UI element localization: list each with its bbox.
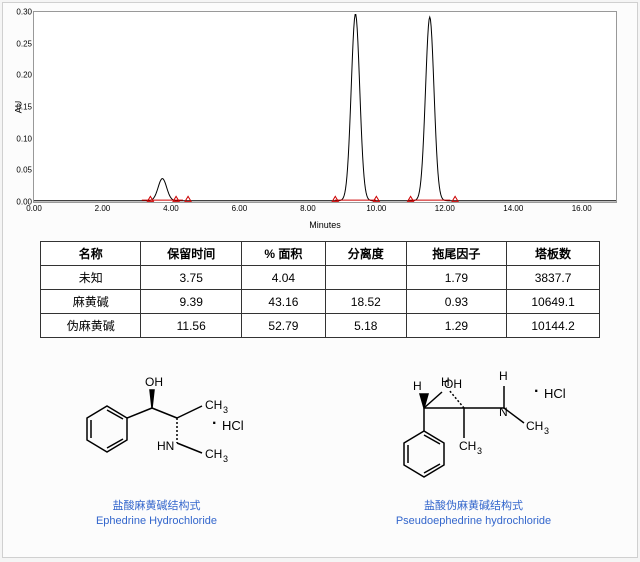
x-tick: 14.00 (503, 202, 523, 213)
svg-text:3: 3 (477, 446, 482, 456)
x-tick: 2.00 (95, 202, 111, 213)
structure-right-label: 盐酸伪麻黄碱结构式 Pseudoephedrine hydrochloride (364, 499, 584, 530)
table-header: 拖尾因子 (406, 242, 506, 266)
svg-text:CH: CH (526, 419, 543, 433)
table-cell: 0.93 (406, 290, 506, 314)
svg-text:·: · (212, 415, 217, 432)
chromatogram-svg (34, 12, 616, 202)
y-tick: 0.20 (16, 71, 34, 80)
table-cell: 4.04 (241, 266, 325, 290)
table-cell: 52.79 (241, 314, 325, 338)
table-cell: 3837.7 (507, 266, 600, 290)
svg-text:N: N (499, 405, 508, 419)
table-cell: 9.39 (141, 290, 241, 314)
table-cell: 3.75 (141, 266, 241, 290)
svg-text:HCl: HCl (544, 386, 566, 401)
svg-text:H: H (413, 379, 422, 393)
svg-text:H: H (499, 369, 508, 383)
pseudoephedrine-structure: H OH H CH3 H N CH3 · HCl (364, 358, 584, 488)
structure-right: H OH H CH3 H N CH3 · HCl 盐酸伪麻黄碱结构式 Pseud… (364, 358, 584, 530)
table-cell: 43.16 (241, 290, 325, 314)
svg-text:3: 3 (223, 454, 228, 464)
chromatogram-chart: AU Minutes 0.000.050.100.150.200.250.300… (33, 11, 617, 203)
svg-text:OH: OH (145, 375, 163, 389)
table-cell: 未知 (41, 266, 141, 290)
report-panel: AU Minutes 0.000.050.100.150.200.250.300… (2, 2, 638, 558)
x-tick: 4.00 (163, 202, 179, 213)
table-header: 名称 (41, 242, 141, 266)
results-table: 名称保留时间% 面积分离度拖尾因子塔板数 未知3.754.04 1.793837.… (40, 241, 600, 338)
structure-left-label: 盐酸麻黄碱结构式 Ephedrine Hydrochloride (57, 499, 257, 530)
table-cell: 1.79 (406, 266, 506, 290)
table-row: 麻黄碱9.3943.1618.520.9310649.1 (41, 290, 600, 314)
x-tick: 10.00 (366, 202, 386, 213)
y-tick: 0.10 (16, 134, 34, 143)
ephedrine-structure: OH CH3 HN CH3 · HCl (57, 358, 257, 488)
table-header: 保留时间 (141, 242, 241, 266)
svg-text:H: H (441, 375, 450, 389)
table-cell: 11.56 (141, 314, 241, 338)
table-cell: 麻黄碱 (41, 290, 141, 314)
structure-left: OH CH3 HN CH3 · HCl 盐酸麻黄碱结构式 Ephedrine H… (57, 358, 257, 530)
y-tick: 0.30 (16, 8, 34, 17)
x-tick: 12.00 (435, 202, 455, 213)
svg-text:·: · (534, 383, 539, 400)
table-row: 伪麻黄碱11.5652.795.181.2910144.2 (41, 314, 600, 338)
svg-text:3: 3 (223, 405, 228, 415)
table-cell: 18.52 (325, 290, 406, 314)
svg-text:CH: CH (459, 439, 476, 453)
svg-text:3: 3 (544, 426, 549, 436)
table-header: 塔板数 (507, 242, 600, 266)
table-row: 未知3.754.04 1.793837.7 (41, 266, 600, 290)
svg-text:HN: HN (157, 439, 174, 453)
x-tick: 16.00 (572, 202, 592, 213)
y-tick: 0.05 (16, 166, 34, 175)
x-tick: 8.00 (300, 202, 316, 213)
structures-row: OH CH3 HN CH3 · HCl 盐酸麻黄碱结构式 Ephedrine H… (3, 358, 637, 530)
x-tick: 0.00 (26, 202, 42, 213)
table-cell: 5.18 (325, 314, 406, 338)
table-cell: 10144.2 (507, 314, 600, 338)
svg-text:CH: CH (205, 398, 222, 412)
y-tick: 0.25 (16, 39, 34, 48)
table-header: % 面积 (241, 242, 325, 266)
svg-text:HCl: HCl (222, 418, 244, 433)
table-cell: 伪麻黄碱 (41, 314, 141, 338)
y-tick: 0.15 (16, 103, 34, 112)
table-cell: 1.29 (406, 314, 506, 338)
svg-text:CH: CH (205, 447, 222, 461)
table-cell (325, 266, 406, 290)
x-axis-label: Minutes (309, 220, 341, 230)
x-tick: 6.00 (232, 202, 248, 213)
table-header: 分离度 (325, 242, 406, 266)
table-cell: 10649.1 (507, 290, 600, 314)
